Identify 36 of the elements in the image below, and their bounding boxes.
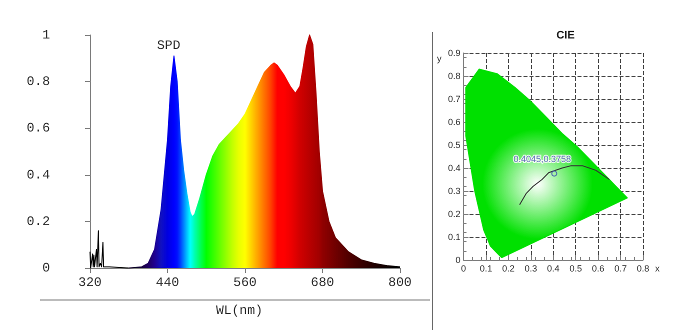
y-tick-label: 0	[455, 255, 460, 265]
y-tick-label: 0.4	[448, 163, 460, 173]
x-tick-label: 560	[233, 275, 257, 290]
x-tick-label: 800	[388, 275, 412, 290]
y-tick-label: 0.5	[448, 140, 460, 150]
data-label: 0.4045,0.3758	[513, 154, 572, 164]
x-tick-label: 0.6	[592, 264, 604, 274]
line-series	[519, 165, 610, 206]
chart-title: CIE	[556, 30, 575, 42]
y-tick-label: 0.2	[26, 214, 50, 229]
x-axis-title: WL(nm)	[216, 303, 263, 318]
y-tick-label: 0.2	[448, 209, 460, 219]
y-tick-label: 0.7	[448, 94, 460, 104]
y-tick-label: 0.4	[26, 167, 50, 182]
y-tick-label: 0.8	[448, 71, 460, 81]
x-tick-label: 680	[310, 275, 334, 290]
x-tick-label: 0.7	[614, 264, 627, 274]
chart-title: SPD	[157, 38, 181, 53]
x-tick-label: 440	[156, 275, 180, 290]
y-tick-label: 0.1	[448, 232, 460, 242]
y-tick-label: 1	[42, 28, 50, 42]
x-tick-label: 0.1	[480, 264, 492, 274]
line-series	[90, 230, 130, 268]
x-tick-label: 0.4	[546, 264, 560, 274]
y-tick-label: 0.9	[448, 48, 460, 58]
x-tick-label: 0.8	[636, 264, 650, 274]
y-tick-label: 0.3	[448, 186, 460, 196]
y-tick-label: 0.8	[26, 74, 50, 90]
x-axis-title: x	[655, 264, 660, 274]
x-tick-label: 320	[78, 275, 102, 290]
x-tick-label: 0.5	[569, 264, 582, 274]
x-tick-label: 0.2	[502, 264, 515, 274]
y-axis-title: y	[437, 54, 442, 64]
y-tick-label: 0.6	[448, 117, 460, 127]
y-tick-label: 0.6	[26, 120, 50, 136]
x-tick-label: 0.3	[524, 264, 538, 274]
